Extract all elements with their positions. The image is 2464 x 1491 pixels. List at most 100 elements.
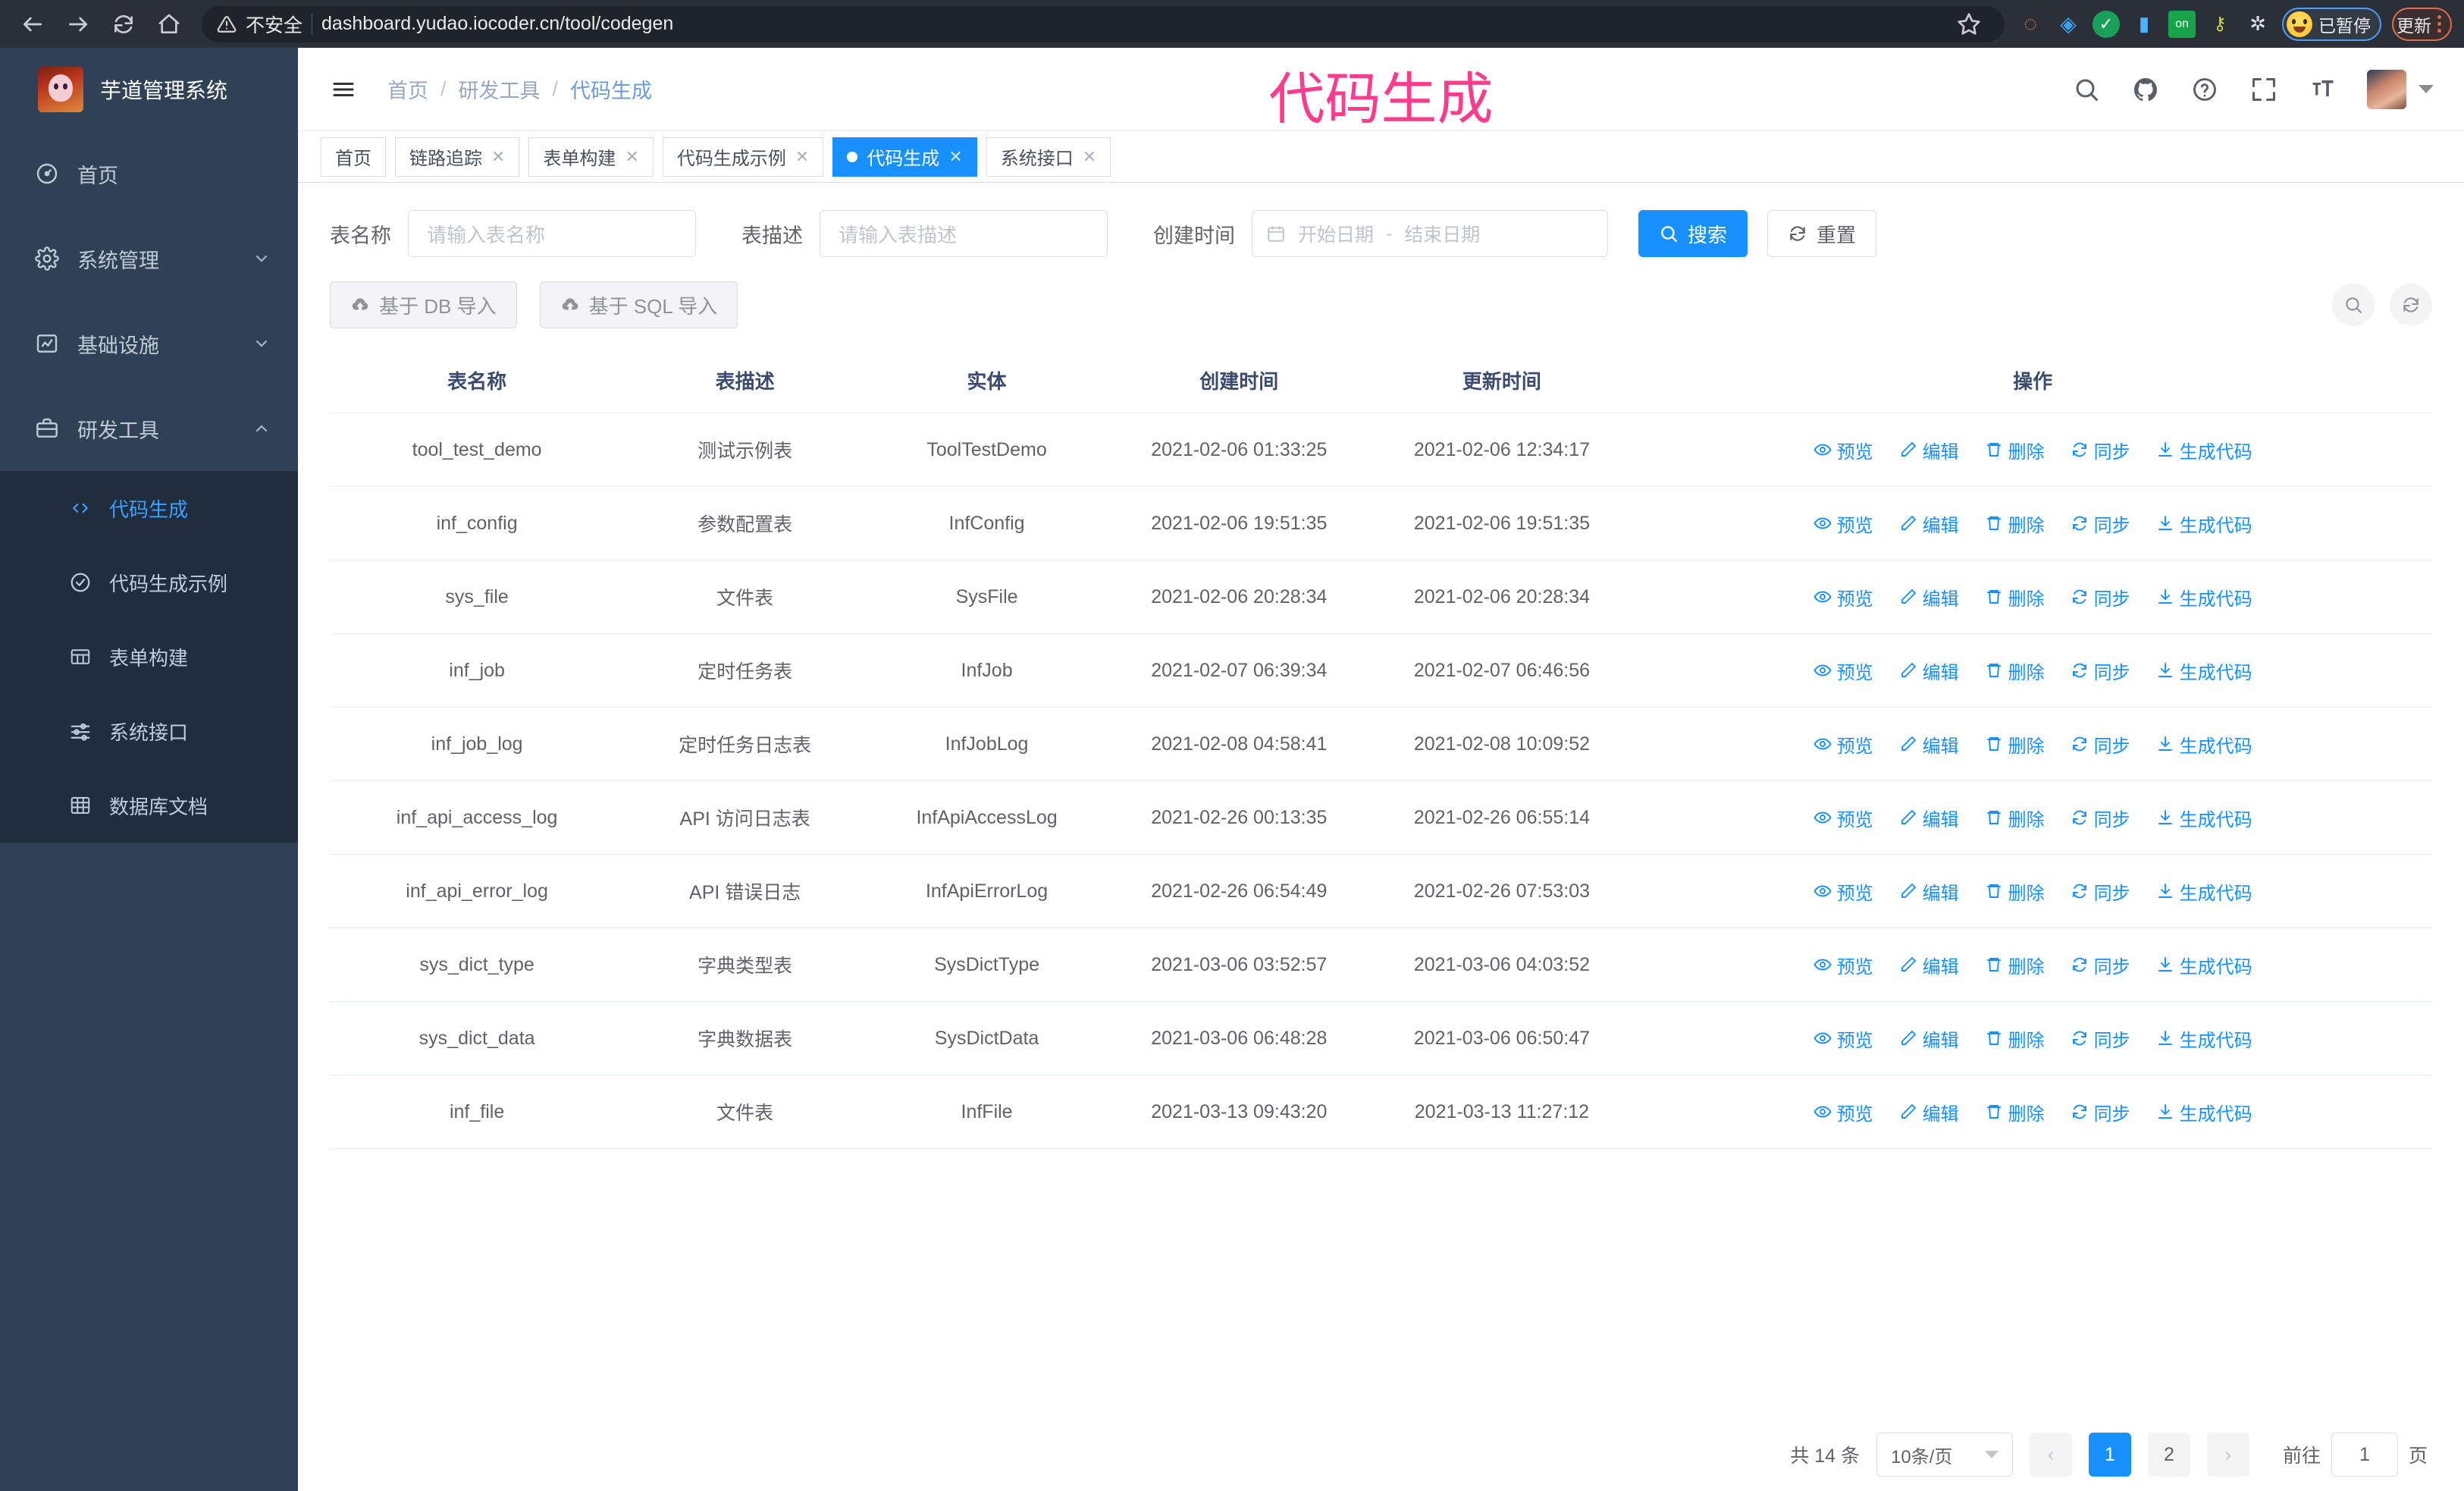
table-name-input[interactable]: 请输入表名称 bbox=[408, 210, 696, 257]
prev-page-button[interactable]: ‹ bbox=[2029, 1433, 2072, 1477]
address-bar[interactable]: 不安全 dashboard.yudao.iocoder.cn/tool/code… bbox=[202, 4, 2005, 45]
action-生成代码[interactable]: 生成代码 bbox=[2156, 510, 2252, 537]
tab-trace[interactable]: 链路追踪 ✕ bbox=[395, 137, 520, 177]
table-row[interactable]: sys_dict_type 字典类型表 SysDictType 2021-03-06 … bbox=[330, 928, 2432, 1002]
table-row[interactable]: inf_job_log 定时任务日志表 InfJobLog 2021-02-08 04… bbox=[330, 707, 2432, 781]
next-page-button[interactable]: › bbox=[2206, 1433, 2249, 1477]
sidebar-item-db-doc[interactable]: 数据库文档 bbox=[0, 768, 298, 843]
avatar[interactable] bbox=[2367, 69, 2406, 109]
action-编辑[interactable]: 编辑 bbox=[1899, 510, 1959, 537]
action-预览[interactable]: 预览 bbox=[1814, 1099, 1873, 1125]
tab-home[interactable]: 首页 bbox=[321, 137, 386, 177]
paused-extension-pill[interactable]: 已暂停 bbox=[2282, 7, 2381, 41]
home-icon[interactable] bbox=[149, 4, 190, 45]
action-编辑[interactable]: 编辑 bbox=[1899, 1025, 1959, 1052]
search-toggle-icon[interactable] bbox=[2332, 284, 2375, 326]
sidebar-item-codegen-demo[interactable]: 代码生成示例 bbox=[0, 545, 298, 620]
sidebar-item-codegen[interactable]: 代码生成 bbox=[0, 471, 298, 545]
action-编辑[interactable]: 编辑 bbox=[1899, 658, 1959, 684]
bookmark-star-icon[interactable] bbox=[1948, 4, 1989, 45]
table-row[interactable]: inf_api_access_log API 访问日志表 InfApiAccessL… bbox=[330, 780, 2432, 855]
search-button[interactable]: 搜索 bbox=[1638, 210, 1748, 257]
jumper-input[interactable]: 1 bbox=[2331, 1433, 2398, 1477]
update-pill[interactable]: 更新 bbox=[2392, 7, 2452, 41]
ext-blue-bookmark-icon[interactable]: ▮ bbox=[2138, 12, 2150, 35]
sidebar-item-infrastructure[interactable]: 基础设施 bbox=[0, 301, 298, 386]
table-row[interactable]: sys_file 文件表 SysFile 2021-02-06 20:28:34 202… bbox=[330, 560, 2432, 634]
breadcrumb-item-home[interactable]: 首页 bbox=[387, 80, 428, 102]
action-预览[interactable]: 预览 bbox=[1814, 1025, 1873, 1052]
action-编辑[interactable]: 编辑 bbox=[1899, 584, 1959, 611]
sidebar-item-system-api[interactable]: 系统接口 bbox=[0, 694, 298, 768]
action-删除[interactable]: 删除 bbox=[1985, 878, 2045, 905]
sidebar-item-system-management[interactable]: 系统管理 bbox=[0, 216, 298, 301]
reload-icon[interactable] bbox=[103, 4, 144, 45]
action-同步[interactable]: 同步 bbox=[2071, 731, 2130, 758]
table-desc-input[interactable]: 请输入表描述 bbox=[820, 210, 1108, 257]
breadcrumb-item-dev-tools[interactable]: 研发工具 bbox=[458, 80, 541, 102]
table-row[interactable]: inf_file 文件表 InfFile 2021-03-13 09:43:20 202… bbox=[330, 1075, 2432, 1149]
action-预览[interactable]: 预览 bbox=[1814, 952, 1873, 978]
action-同步[interactable]: 同步 bbox=[2071, 1025, 2130, 1052]
action-预览[interactable]: 预览 bbox=[1814, 584, 1873, 611]
ext-yellow-key-icon[interactable]: ⚷ bbox=[2213, 14, 2227, 34]
import-db-button[interactable]: 基于 DB 导入 bbox=[330, 281, 517, 328]
action-同步[interactable]: 同步 bbox=[2071, 437, 2130, 463]
date-end-input[interactable]: 结束日期 bbox=[1404, 224, 1481, 246]
back-arrow-icon[interactable] bbox=[12, 4, 53, 45]
sidebar-item-home[interactable]: 首页 bbox=[0, 131, 298, 216]
action-删除[interactable]: 删除 bbox=[1985, 584, 2045, 611]
action-生成代码[interactable]: 生成代码 bbox=[2156, 658, 2252, 684]
page-button-2[interactable]: 2 bbox=[2147, 1433, 2190, 1477]
action-生成代码[interactable]: 生成代码 bbox=[2156, 584, 2252, 611]
reset-button[interactable]: 重置 bbox=[1767, 210, 1877, 257]
question-circle-icon[interactable] bbox=[2190, 74, 2220, 105]
action-编辑[interactable]: 编辑 bbox=[1899, 731, 1959, 758]
action-同步[interactable]: 同步 bbox=[2071, 805, 2130, 831]
action-生成代码[interactable]: 生成代码 bbox=[2156, 952, 2252, 978]
action-删除[interactable]: 删除 bbox=[1985, 1099, 2045, 1125]
action-删除[interactable]: 删除 bbox=[1985, 731, 2045, 758]
github-icon[interactable] bbox=[2130, 74, 2161, 105]
page-size-select[interactable]: 10条/页 bbox=[1876, 1433, 2013, 1477]
action-预览[interactable]: 预览 bbox=[1814, 878, 1873, 905]
page-button-1[interactable]: 1 bbox=[2088, 1433, 2131, 1477]
table-row[interactable]: inf_job 定时任务表 InfJob 2021-02-07 06:39:34 202… bbox=[330, 633, 2432, 708]
action-编辑[interactable]: 编辑 bbox=[1899, 437, 1959, 463]
ext-puzzle-icon[interactable]: ✲ bbox=[2249, 12, 2266, 35]
close-icon[interactable]: ✕ bbox=[491, 146, 506, 166]
chevron-down-icon[interactable] bbox=[2419, 85, 2434, 93]
tab-form-builder[interactable]: 表单构建 ✕ bbox=[528, 137, 654, 177]
action-生成代码[interactable]: 生成代码 bbox=[2156, 878, 2252, 905]
action-生成代码[interactable]: 生成代码 bbox=[2156, 1025, 2252, 1052]
action-预览[interactable]: 预览 bbox=[1814, 658, 1873, 684]
browser-menu-icon[interactable] bbox=[2437, 15, 2441, 33]
ext-green-on-icon[interactable]: on bbox=[2168, 10, 2196, 38]
action-同步[interactable]: 同步 bbox=[2071, 878, 2130, 905]
action-删除[interactable]: 删除 bbox=[1985, 952, 2045, 978]
sidebar-logo[interactable]: 芋道管理系统 bbox=[0, 48, 298, 131]
tab-system-api[interactable]: 系统接口 ✕ bbox=[986, 137, 1111, 177]
action-预览[interactable]: 预览 bbox=[1814, 731, 1873, 758]
action-生成代码[interactable]: 生成代码 bbox=[2156, 805, 2252, 831]
fullscreen-icon[interactable] bbox=[2249, 74, 2279, 105]
table-row[interactable]: inf_api_error_log API 错误日志 InfApiErrorLog 2… bbox=[330, 854, 2432, 928]
action-预览[interactable]: 预览 bbox=[1814, 437, 1873, 463]
action-同步[interactable]: 同步 bbox=[2071, 510, 2130, 537]
action-删除[interactable]: 删除 bbox=[1985, 437, 2045, 463]
action-预览[interactable]: 预览 bbox=[1814, 805, 1873, 831]
hamburger-icon[interactable] bbox=[327, 73, 360, 106]
action-同步[interactable]: 同步 bbox=[2071, 584, 2130, 611]
font-size-icon[interactable] bbox=[2308, 74, 2338, 105]
action-编辑[interactable]: 编辑 bbox=[1899, 1099, 1959, 1125]
action-删除[interactable]: 删除 bbox=[1985, 658, 2045, 684]
action-预览[interactable]: 预览 bbox=[1814, 510, 1873, 537]
tab-codegen-demo[interactable]: 代码生成示例 ✕ bbox=[662, 137, 824, 177]
action-删除[interactable]: 删除 bbox=[1985, 805, 2045, 831]
sidebar-item-form-builder[interactable]: 表单构建 bbox=[0, 620, 298, 694]
date-start-input[interactable]: 开始日期 bbox=[1298, 224, 1375, 246]
ext-green-shield-icon[interactable]: ✓ bbox=[2093, 10, 2120, 38]
table-row[interactable]: sys_dict_data 字典数据表 SysDictData 2021-03-06 … bbox=[330, 1001, 2432, 1075]
sidebar-item-dev-tools[interactable]: 研发工具 bbox=[0, 386, 298, 471]
action-同步[interactable]: 同步 bbox=[2071, 1099, 2130, 1125]
